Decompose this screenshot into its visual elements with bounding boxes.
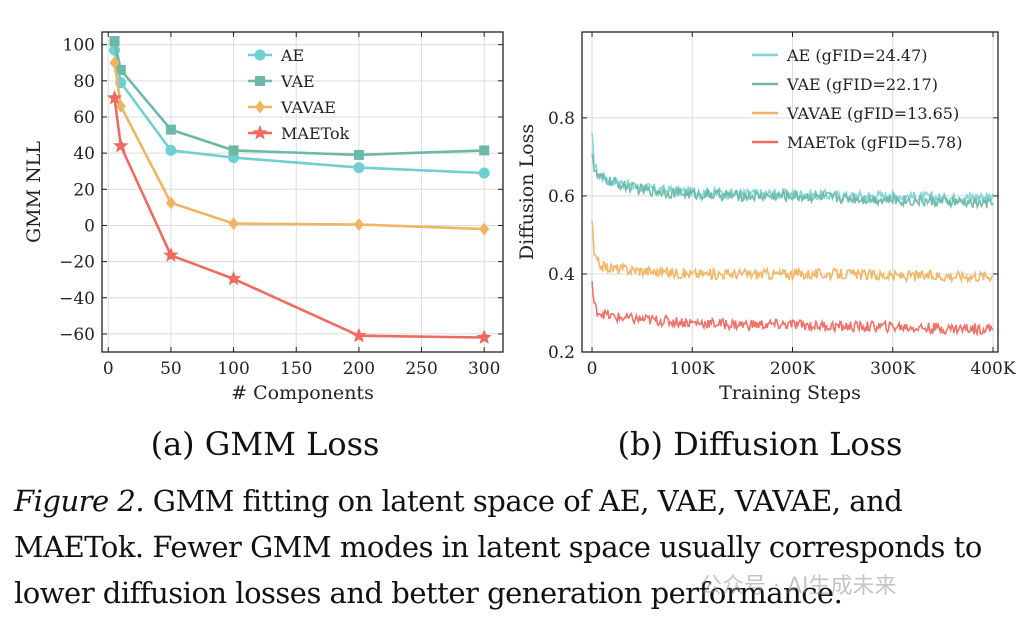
y-tick-label: 0.6	[548, 187, 575, 207]
legend-marker-vavae	[255, 100, 265, 114]
series-maetok-gfid-5-78	[591, 281, 994, 337]
data-point-vavae	[479, 222, 490, 236]
x-tick-label: 250	[405, 359, 437, 379]
data-point-maetok	[163, 247, 179, 262]
y-tick-label: −60	[59, 325, 95, 345]
series-line-vavae	[113, 62, 485, 231]
y-axis-label: GMM NLL	[23, 141, 45, 243]
legend-label: VAE	[280, 72, 315, 91]
x-tick-label: 50	[160, 359, 182, 379]
data-point-vavae	[109, 56, 120, 70]
legend-label: VAE (gFID=22.17)	[786, 75, 938, 94]
data-point-vavae	[353, 218, 364, 232]
data-point-ae	[478, 167, 490, 179]
legend-label: AE	[280, 46, 304, 65]
x-tick-label: 200K	[770, 359, 815, 379]
series-line-vae-gfid-22-17	[591, 153, 994, 210]
figure-caption: Figure 2. GMM fitting on latent space of…	[14, 478, 1019, 616]
y-tick-label: 0.2	[548, 343, 575, 363]
x-tick-label: 100	[217, 359, 249, 379]
data-point-vae	[165, 124, 176, 135]
y-tick-label: −40	[59, 289, 95, 309]
data-point-maetok	[351, 327, 367, 343]
legend-marker-maetok	[252, 125, 268, 140]
data-point-vae	[109, 36, 120, 47]
y-axis-label: Diffusion Loss	[516, 124, 538, 260]
legend: AE VAE VAVAE MAETok	[248, 46, 350, 143]
data-point-maetok	[113, 137, 129, 153]
x-axis-label: Training Steps	[719, 382, 861, 404]
series-vavae-gfid-13-65	[591, 221, 994, 285]
series-line-ae	[113, 49, 485, 175]
series-vavae	[109, 56, 490, 236]
y-tick-label: 60	[73, 108, 95, 128]
x-tick-label: 200	[343, 359, 375, 379]
y-tick-label: 40	[73, 144, 95, 164]
data-point-vae	[228, 145, 239, 156]
legend-label: VAVAE	[280, 98, 336, 117]
plot-frame	[101, 31, 504, 353]
legend-label: AE (gFID=24.47)	[786, 46, 928, 65]
legend-label: MAETok (gFID=5.78)	[787, 133, 962, 152]
data-point-maetok	[476, 329, 492, 344]
caption-label: Figure 2.	[14, 484, 145, 518]
y-tick-label: 100	[63, 36, 95, 56]
series-line-maetok-gfid-5-78	[591, 281, 994, 337]
legend-marker-ae	[254, 49, 266, 61]
y-tick-label: 80	[73, 72, 95, 92]
series-line-maetok	[113, 97, 485, 339]
data-point-maetok	[106, 90, 123, 105]
watermark: 公众号 · AI生成未来	[700, 574, 897, 599]
series-maetok	[106, 90, 492, 344]
subcaption-b: (b) Diffusion Loss	[618, 425, 903, 463]
data-point-ae	[165, 144, 177, 156]
data-point-vae	[479, 145, 490, 156]
series-vae-gfid-22-17	[591, 153, 994, 210]
legend: AE (gFID=24.47) VAE (gFID=22.17) VAVAE (gF…	[752, 46, 962, 152]
data-point-vae	[115, 64, 126, 75]
y-tick-label: 0.4	[548, 265, 575, 285]
data-point-vavae	[165, 196, 176, 210]
series-vae	[109, 36, 490, 160]
y-tick-label: −20	[59, 253, 95, 273]
data-point-maetok	[226, 270, 242, 286]
data-point-vavae	[228, 217, 239, 231]
x-tick-label: 100K	[670, 359, 715, 379]
data-point-vae	[353, 149, 364, 160]
legend-label: MAETok	[281, 124, 350, 143]
x-tick-label: 150	[280, 359, 312, 379]
x-tick-label: 300	[468, 359, 500, 379]
y-tick-label: 0.8	[548, 109, 575, 129]
caption-text: GMM fitting on latent space of AE, VAE, …	[14, 484, 982, 610]
x-tick-label: 400K	[970, 359, 1015, 379]
figure: 0 50 100 150 200 250 300 −60 −40 −20 0 20 40 60 80 100 #…	[23, 31, 1016, 463]
plot-frame	[581, 31, 999, 353]
x-tick-label: 0	[103, 359, 114, 379]
series-line-vavae-gfid-13-65	[591, 221, 994, 285]
subcaption-a: (a) GMM Loss	[151, 425, 380, 463]
legend-label: VAVAE (gFID=13.65)	[786, 104, 959, 123]
gmm-loss-chart: 0 50 100 150 200 250 300 −60 −40 −20 0 20 40 60 80 100 #…	[23, 31, 504, 404]
legend-marker-vae	[255, 76, 265, 86]
y-tick-label: 20	[73, 180, 95, 200]
x-axis-label: # Components	[231, 382, 374, 404]
data-point-ae	[353, 162, 365, 174]
x-tick-label: 300K	[870, 359, 915, 379]
diffusion-loss-chart: 0 100K 200K 300K 400K 0.2 0.4 0.6 0.8 Training St…	[516, 31, 1016, 404]
y-tick-label: 0	[84, 216, 95, 236]
x-tick-label: 0	[587, 359, 598, 379]
